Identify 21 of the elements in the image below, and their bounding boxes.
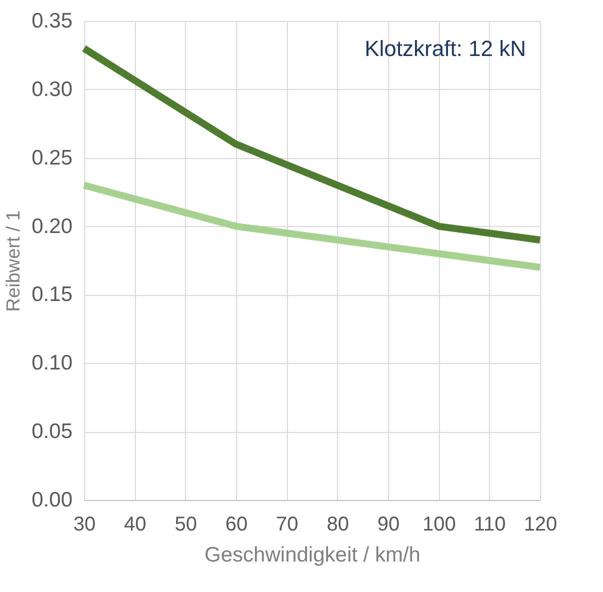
y-tick-label: 0.35 xyxy=(32,10,72,32)
x-tick-label: 100 xyxy=(422,514,456,536)
x-tick-label: 70 xyxy=(276,514,298,536)
x-tick-label: 90 xyxy=(377,514,400,536)
x-tick-label: 60 xyxy=(225,514,248,536)
y-tick-label: 0.20 xyxy=(32,214,72,238)
annotation: Klotzkraft: 12 kN xyxy=(364,36,526,61)
x-tick-label: 30 xyxy=(73,514,96,536)
y-tick-label: 0.05 xyxy=(32,420,72,444)
y-axis-title: Reibwert / 1 xyxy=(4,210,25,312)
y-tick-label: 0.10 xyxy=(32,352,72,375)
x-tick-label: 50 xyxy=(174,514,197,536)
y-tick-label: 0.00 xyxy=(32,488,72,512)
x-tick-label: 120 xyxy=(524,514,558,536)
y-tick-label: 0.15 xyxy=(32,283,72,306)
y-tick-label: 0.25 xyxy=(32,146,72,170)
x-tick-label: 40 xyxy=(124,514,146,536)
x-tick-label: 80 xyxy=(326,514,349,536)
y-tick-label: 0.30 xyxy=(32,78,72,101)
x-tick-label: 110 xyxy=(474,514,506,536)
x-axis-title: Geschwindigkeit / km/h xyxy=(204,544,420,566)
